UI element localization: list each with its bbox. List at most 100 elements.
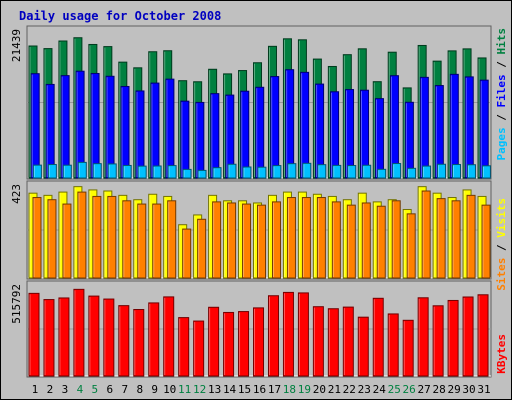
x-tick-label: 30 [462,383,475,396]
kbytes-bar [28,292,40,377]
kbytes-bar [372,297,384,377]
pages-bar [77,161,87,179]
x-tick-label: 23 [358,383,371,396]
sites-bar [197,218,207,279]
sites-bar [346,204,356,279]
sites-bar [107,195,117,279]
sites-bar [406,213,416,279]
sites-bar [242,203,252,279]
kbytes-bar [58,297,70,377]
x-tick-label: 24 [373,383,387,396]
x-tick-label: 14 [223,383,237,396]
sites-bar [152,203,162,279]
kbytes-bar [327,308,339,377]
x-tick-label: 8 [136,383,143,396]
pages-bar [152,165,162,179]
x-tick-label: 28 [432,383,445,396]
sites-bar [466,194,476,279]
pages-bar [182,168,192,179]
kbytes-bar [432,305,444,377]
x-tick-label: 13 [208,383,221,396]
x-tick-label: 5 [92,383,99,396]
kbytes-bar [133,309,145,377]
pages-bar [317,164,327,179]
sites-bar [481,204,491,279]
x-tick-label: 12 [193,383,206,396]
legend: KBytes [495,334,508,374]
x-tick-label: 4 [77,383,84,396]
x-tick-label: 1 [32,383,39,396]
kbytes-bar [148,302,160,377]
sites-bar [92,195,102,279]
legend-visits: Visits [495,198,508,238]
pages-bar [422,165,432,179]
sites-bar [77,191,87,279]
sites-bar [391,200,401,279]
kbytes-bar [447,299,459,377]
kbytes-bar [73,288,85,377]
sites-bar [62,203,72,279]
kbytes-bar [357,316,369,377]
pages-bar [212,167,222,179]
pages-bar [62,164,72,179]
sites-bar [227,202,237,279]
pages-bar [362,164,372,179]
pages-bar [122,164,132,179]
kbytes-bar [118,305,130,377]
pages-bar [332,164,342,179]
pages-bar [107,163,117,179]
kbytes-bar [88,295,100,377]
x-tick-label: 6 [107,383,114,396]
sites-bar [286,197,296,279]
sites-bar [182,228,192,279]
legend: Pages / Files / Hits [495,28,508,161]
sites-bar [32,197,42,279]
pages-bar [137,165,147,179]
legend-sep: / [495,55,508,75]
sites-bar [271,201,281,279]
pages-bar [227,163,237,179]
kbytes-bar [312,306,324,377]
legend-hits: Hits [495,28,508,55]
x-tick-label: 9 [151,383,158,396]
sites-bar [421,190,431,279]
kbytes-bar [43,299,55,377]
chart-title: Daily usage for October 2008 [19,9,222,23]
kbytes-bar [402,319,414,377]
legend: Sites / Visits [495,198,508,291]
kbytes-bar [163,296,175,377]
sites-bar [47,199,57,279]
legend-sep: / [495,108,508,128]
pages-bar [437,163,447,179]
sites-bar [301,197,311,279]
kbytes-bar [178,317,190,377]
pages-bar [347,165,357,179]
kbytes-bar [342,306,354,377]
kbytes-bar [387,313,399,377]
legend-kbytes: KBytes [495,334,508,374]
kbytes-bar [193,320,205,377]
sites-bar [451,200,461,279]
x-tick-label: 7 [121,383,128,396]
y-max-label: 21439 [10,29,23,62]
pages-bar [167,165,177,179]
pages-bar [392,163,402,179]
pages-bar [451,164,461,179]
kbytes-bar [477,294,489,377]
kbytes-bar [462,296,474,377]
x-tick-label: 19 [298,383,311,396]
x-tick-label: 27 [418,383,431,396]
y-max-label: 423 [10,184,23,204]
pages-bar [466,164,476,179]
pages-bar [257,166,267,179]
legend-sep: / [495,238,508,258]
x-tick-label: 17 [268,383,281,396]
kbytes-bar [208,306,220,377]
x-tick-label: 18 [283,383,296,396]
x-tick-label: 16 [253,383,266,396]
pages-bar [47,164,57,179]
kbytes-bar [103,298,115,377]
pages-bar [197,169,207,179]
sites-bar [137,203,147,279]
sites-bar [122,200,132,279]
